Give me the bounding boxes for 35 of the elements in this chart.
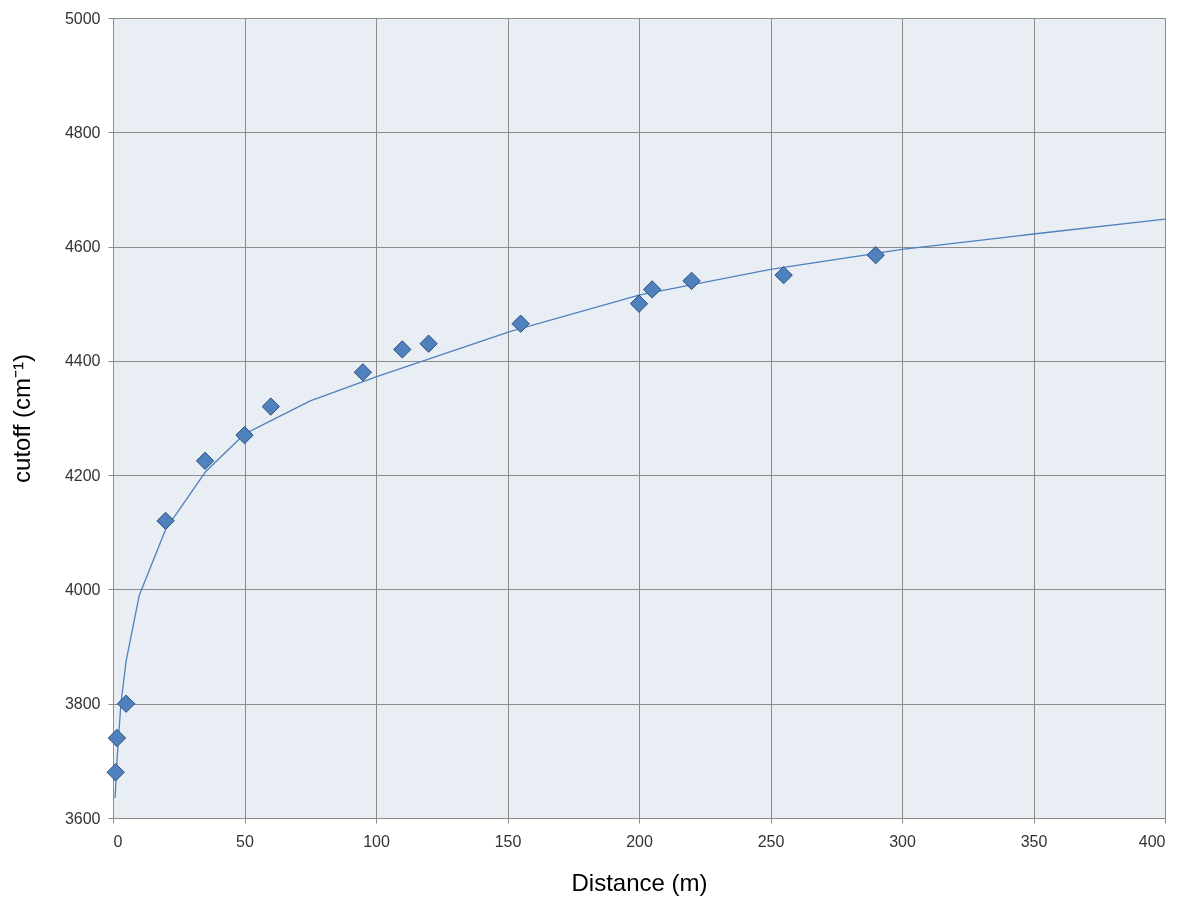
- point: [106, 763, 125, 782]
- point: [629, 294, 649, 313]
- point: [642, 280, 662, 299]
- y-tick-label: 3600: [64, 809, 101, 827]
- x-tick-label: 350: [1020, 832, 1048, 850]
- y-tick-label: 4400: [64, 352, 101, 370]
- point: [511, 314, 530, 333]
- x-tick-label: 50: [236, 832, 254, 850]
- point: [419, 334, 438, 353]
- x-tick-label: 400: [1138, 832, 1166, 850]
- x-tick-label: 0: [113, 832, 123, 850]
- point: [866, 245, 885, 265]
- point: [261, 397, 280, 416]
- point: [774, 265, 793, 285]
- x-tick-label: 300: [889, 832, 916, 850]
- y-tick-label: 3800: [64, 695, 101, 713]
- y-tick-label: 4000: [64, 580, 101, 598]
- y-tick-label: 4600: [64, 238, 101, 256]
- x-tick-label: 200: [626, 832, 653, 850]
- point: [682, 271, 701, 291]
- point: [156, 511, 175, 531]
- y-axis-title: cutoff (cm⁻¹): [7, 354, 35, 483]
- y-tick-label: 5000: [64, 9, 101, 27]
- point: [195, 451, 215, 471]
- x-tick-label: 150: [494, 832, 522, 850]
- point: [353, 363, 373, 382]
- point: [393, 340, 412, 359]
- x-tick-label: 100: [363, 832, 390, 850]
- y-tick-label: 4800: [64, 123, 101, 141]
- point: [116, 694, 136, 713]
- x-tick-label: 250: [757, 832, 785, 850]
- x-axis-title: Distance (m): [571, 868, 708, 896]
- point: [107, 728, 127, 748]
- point: [235, 425, 254, 445]
- y-tick-label: 4200: [64, 466, 101, 484]
